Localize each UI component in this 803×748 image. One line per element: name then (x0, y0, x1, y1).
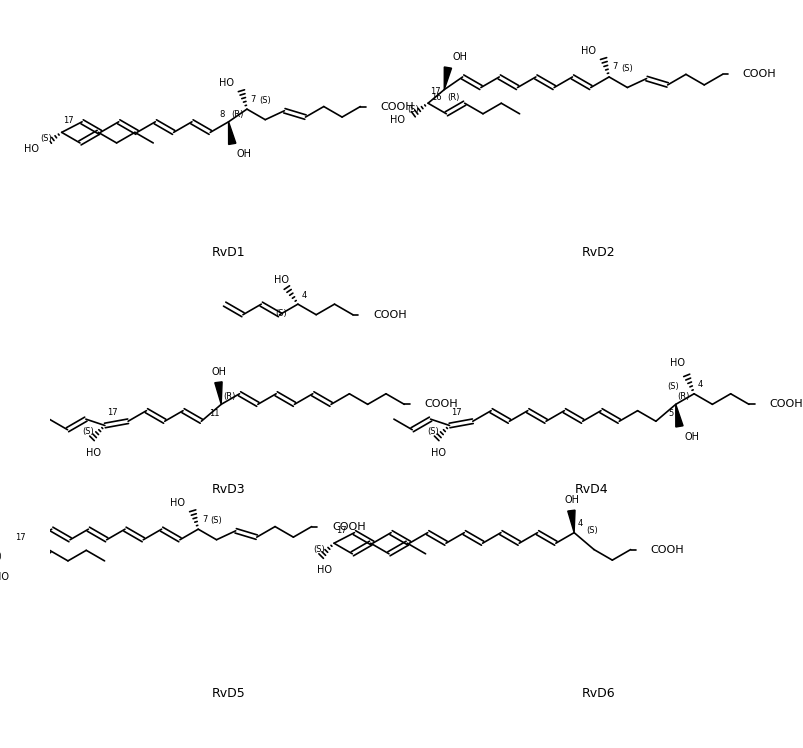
Text: OH: OH (565, 495, 579, 505)
Text: HO: HO (23, 144, 39, 154)
Text: COOH: COOH (332, 521, 365, 532)
Text: HO: HO (86, 447, 101, 458)
Text: COOH: COOH (742, 70, 776, 79)
Text: OH: OH (683, 432, 698, 442)
Text: RvD4: RvD4 (574, 483, 608, 497)
Text: 7: 7 (202, 515, 207, 524)
Polygon shape (675, 405, 683, 427)
Text: 11: 11 (209, 409, 219, 418)
Text: 17: 17 (450, 408, 462, 417)
Text: HO: HO (430, 447, 446, 458)
Text: HO: HO (273, 275, 288, 285)
Text: (S): (S) (426, 427, 438, 436)
Polygon shape (228, 122, 235, 144)
Text: HO: HO (669, 358, 684, 368)
Text: COOH: COOH (380, 102, 414, 111)
Text: HO: HO (170, 498, 185, 509)
Text: (S): (S) (0, 552, 2, 561)
Text: 17: 17 (107, 408, 117, 417)
Text: (R): (R) (231, 110, 243, 119)
Text: 17: 17 (14, 533, 26, 542)
Text: COOH: COOH (650, 545, 683, 554)
Text: 5: 5 (668, 409, 673, 418)
Text: 17: 17 (336, 526, 346, 535)
Text: RvD6: RvD6 (581, 687, 614, 700)
Text: 4: 4 (301, 290, 307, 299)
Text: HO: HO (581, 46, 596, 56)
Text: COOH: COOH (424, 399, 458, 409)
Text: 4: 4 (577, 519, 582, 528)
Text: HO: HO (389, 114, 405, 125)
Text: 17: 17 (430, 87, 440, 96)
Text: COOH: COOH (768, 399, 802, 409)
Text: 17: 17 (63, 116, 74, 125)
Text: (S): (S) (585, 527, 597, 536)
Text: (R): (R) (677, 392, 689, 401)
Text: 7: 7 (612, 62, 618, 71)
Polygon shape (214, 381, 222, 405)
Text: RvD2: RvD2 (581, 246, 614, 259)
Text: RvD5: RvD5 (212, 687, 246, 700)
Polygon shape (567, 510, 574, 533)
Text: 4: 4 (697, 380, 702, 389)
Text: HO: HO (218, 79, 234, 88)
Text: 16: 16 (430, 94, 441, 102)
Text: HO: HO (0, 572, 10, 583)
Text: OH: OH (452, 52, 467, 62)
Text: OH: OH (237, 150, 251, 159)
Text: COOH: COOH (373, 310, 406, 319)
Text: RvD3: RvD3 (212, 483, 246, 497)
Text: (S): (S) (406, 105, 418, 114)
Text: OH: OH (212, 367, 226, 377)
Text: (S): (S) (312, 545, 324, 554)
Text: 8: 8 (219, 110, 225, 119)
Text: RvD1: RvD1 (212, 246, 246, 259)
Text: (R): (R) (222, 392, 235, 401)
Text: 7: 7 (251, 94, 255, 103)
Text: (S): (S) (82, 427, 94, 436)
Text: HO: HO (317, 565, 332, 575)
Text: (S): (S) (210, 517, 222, 526)
Text: (S): (S) (666, 382, 679, 391)
Text: (S): (S) (41, 134, 52, 143)
Text: (S): (S) (259, 96, 271, 105)
Text: (R): (R) (446, 94, 459, 102)
Text: (S): (S) (275, 309, 287, 318)
Text: (S): (S) (620, 64, 632, 73)
Polygon shape (444, 67, 451, 90)
